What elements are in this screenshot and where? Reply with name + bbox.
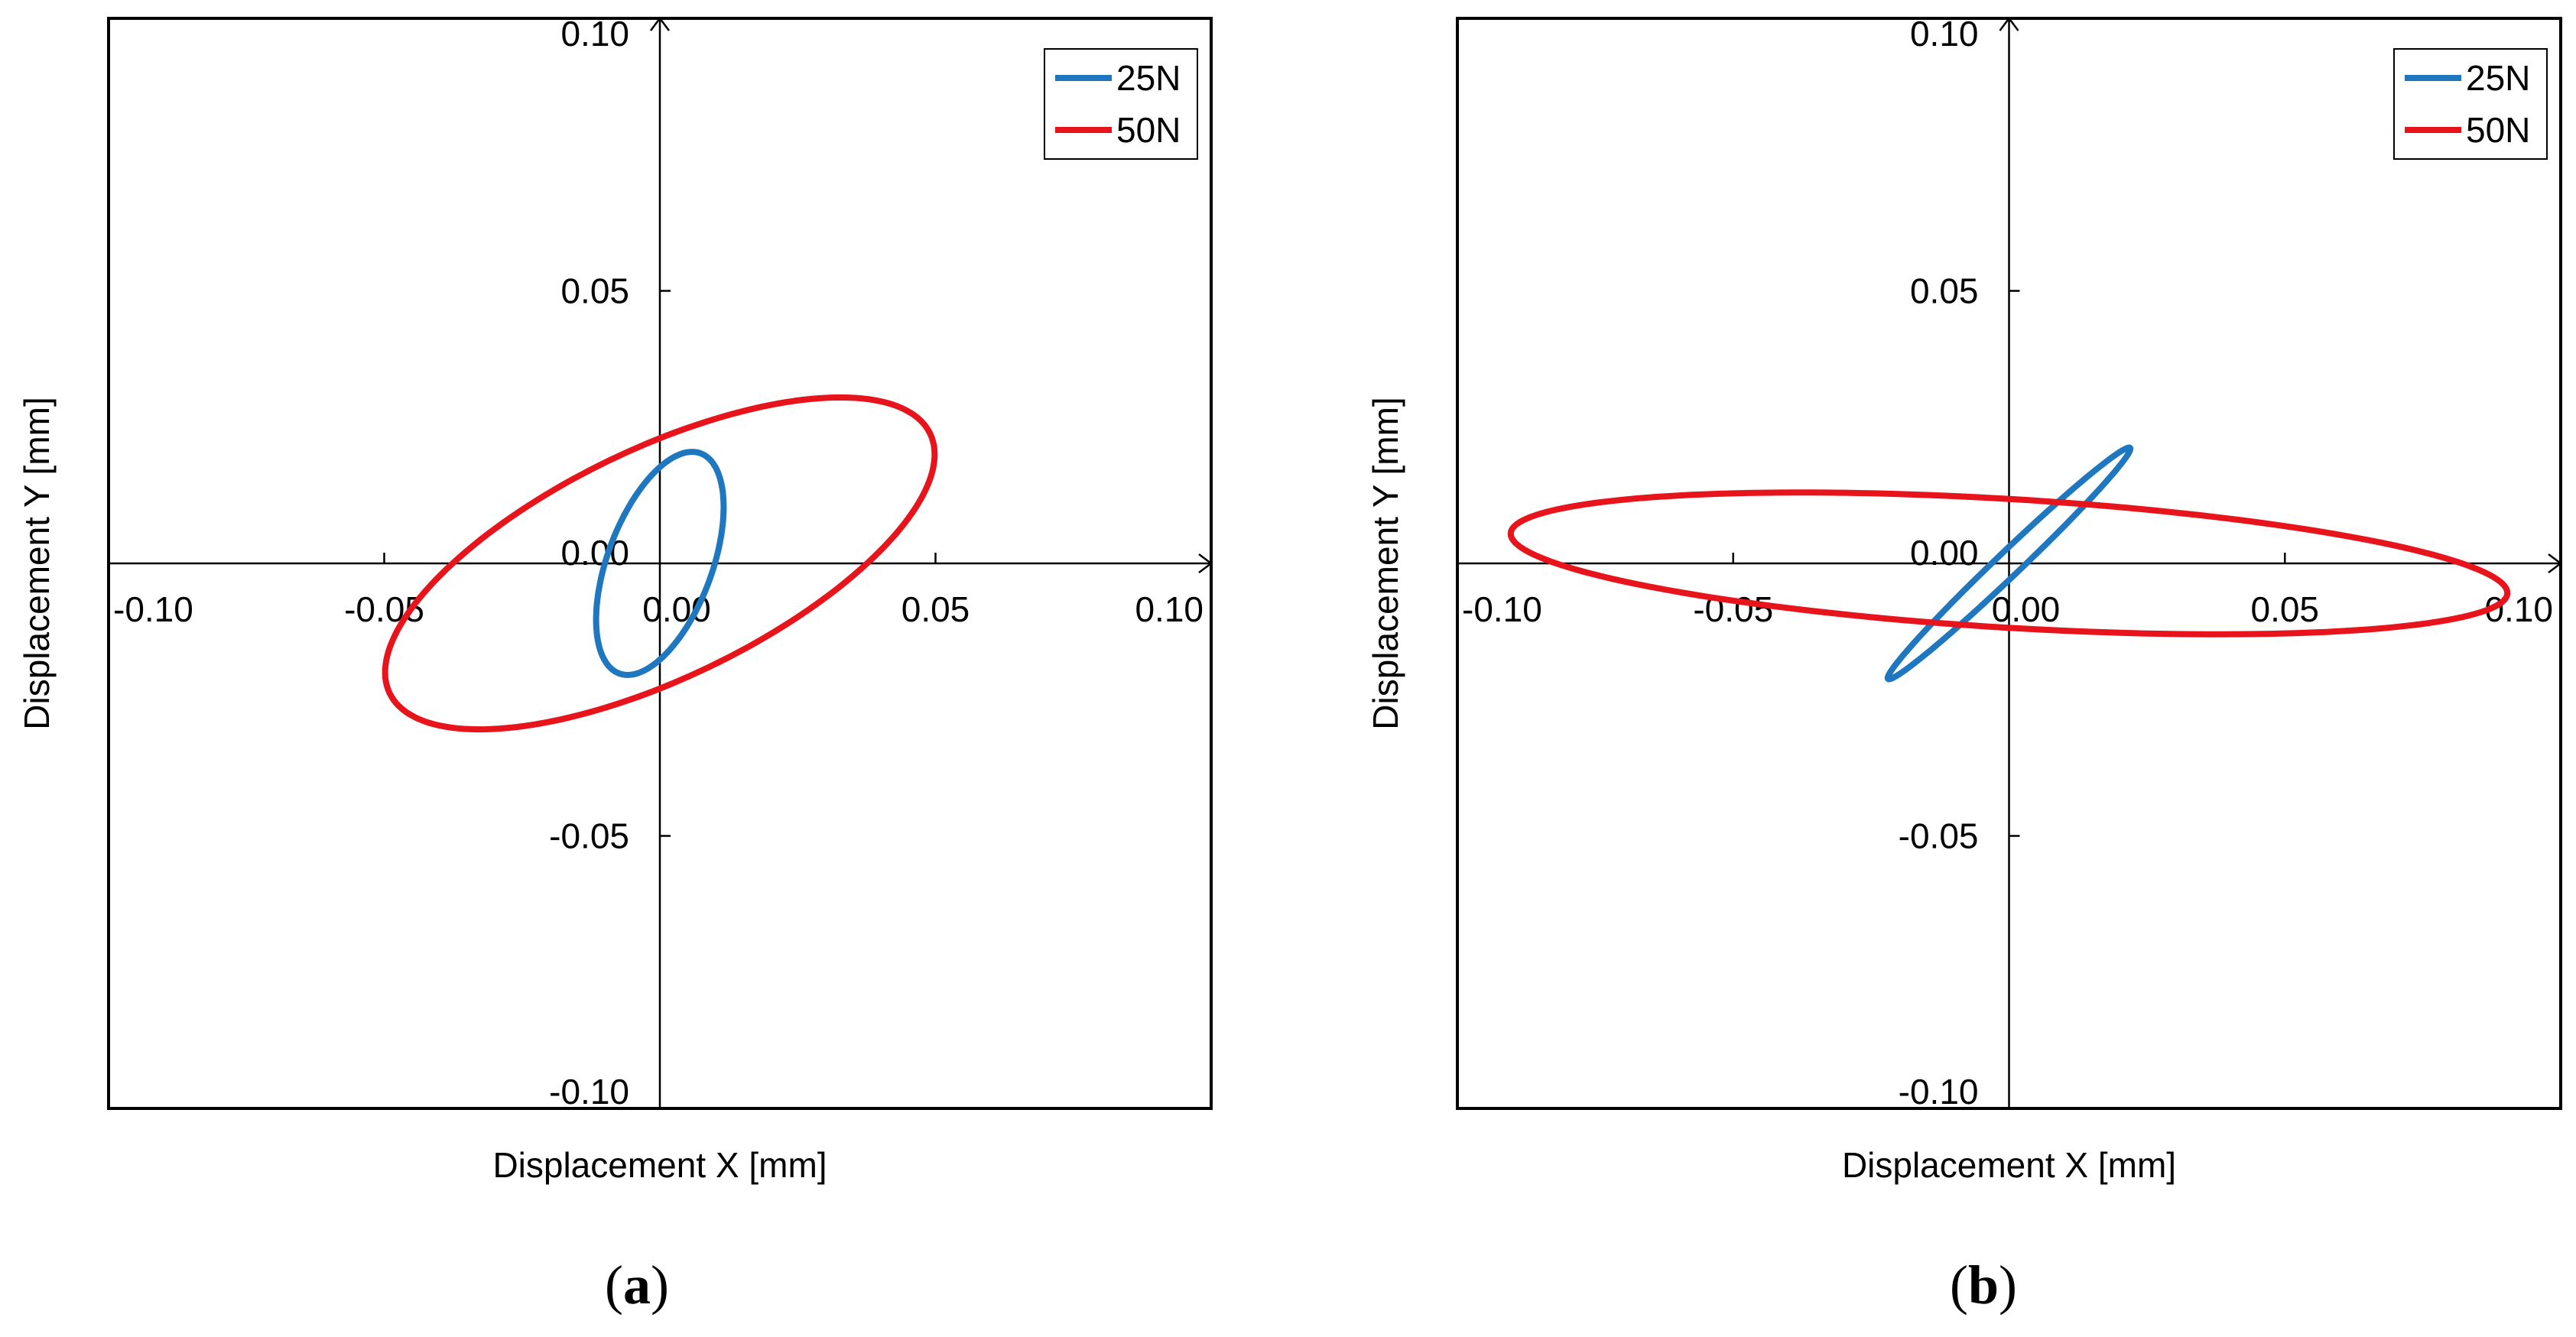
series-50n-line xyxy=(1507,489,2511,638)
caption-open-paren: ( xyxy=(1950,1254,1968,1316)
y-tick-label: 0.10 xyxy=(560,14,629,54)
y-tick-label: -0.05 xyxy=(549,816,629,856)
legend-label-50n: 50N xyxy=(2466,110,2530,150)
y-tick-label: 0.00 xyxy=(1910,533,1979,573)
y-tick-label: 0.05 xyxy=(560,271,629,311)
y-tick-label: 0.05 xyxy=(1910,271,1979,311)
series-25n-line xyxy=(1884,444,2134,683)
x-tick-label: -0.10 xyxy=(1462,589,1542,629)
y-tick-label: -0.10 xyxy=(1899,1072,1979,1111)
x-tick-label: -0.10 xyxy=(113,589,193,629)
series-50n-line xyxy=(382,394,938,733)
y-tick-label: 0.10 xyxy=(1910,14,1979,54)
legend-label-25n: 25N xyxy=(1116,58,1181,98)
panel-caption: (a) xyxy=(605,1254,669,1316)
legend-box xyxy=(2393,48,2548,160)
x-axis-title: Displacement X [mm] xyxy=(1842,1145,2176,1185)
y-axis-title: Displacement Y [mm] xyxy=(1366,397,1405,729)
panel-caption: (b) xyxy=(1950,1254,2017,1316)
legend-label-25n: 25N xyxy=(2466,58,2530,98)
caption-open-paren: ( xyxy=(605,1254,623,1316)
panel-a: -0.10 -0.05 0.00 0.05 0.100.100.050.00-0.05-… xyxy=(17,14,1213,1316)
y-tick-label: 0.00 xyxy=(560,533,629,573)
y-tick-label: -0.10 xyxy=(549,1072,629,1111)
x-tick-label: 0.10 xyxy=(1135,589,1204,629)
x-axis-title: Displacement X [mm] xyxy=(492,1145,827,1185)
y-tick-label: -0.05 xyxy=(1899,816,1979,856)
y-axis-title: Displacement Y [mm] xyxy=(17,397,57,729)
series-25n-line xyxy=(593,449,727,678)
x-tick-label: 0.00 xyxy=(1992,589,2061,629)
caption-close-paren: ) xyxy=(651,1254,669,1316)
caption-letter: a xyxy=(623,1254,651,1316)
caption-close-paren: ) xyxy=(1999,1254,2017,1316)
x-tick-label: 0.05 xyxy=(2250,589,2319,629)
panel-b: -0.10 -0.05 0.00 0.05 0.100.100.050.00-0.05-… xyxy=(1366,14,2563,1316)
caption-letter: b xyxy=(1968,1254,1999,1316)
legend-box xyxy=(1044,48,1198,160)
legend-label-50n: 50N xyxy=(1116,110,1181,150)
x-tick-label: 0.05 xyxy=(901,589,970,629)
